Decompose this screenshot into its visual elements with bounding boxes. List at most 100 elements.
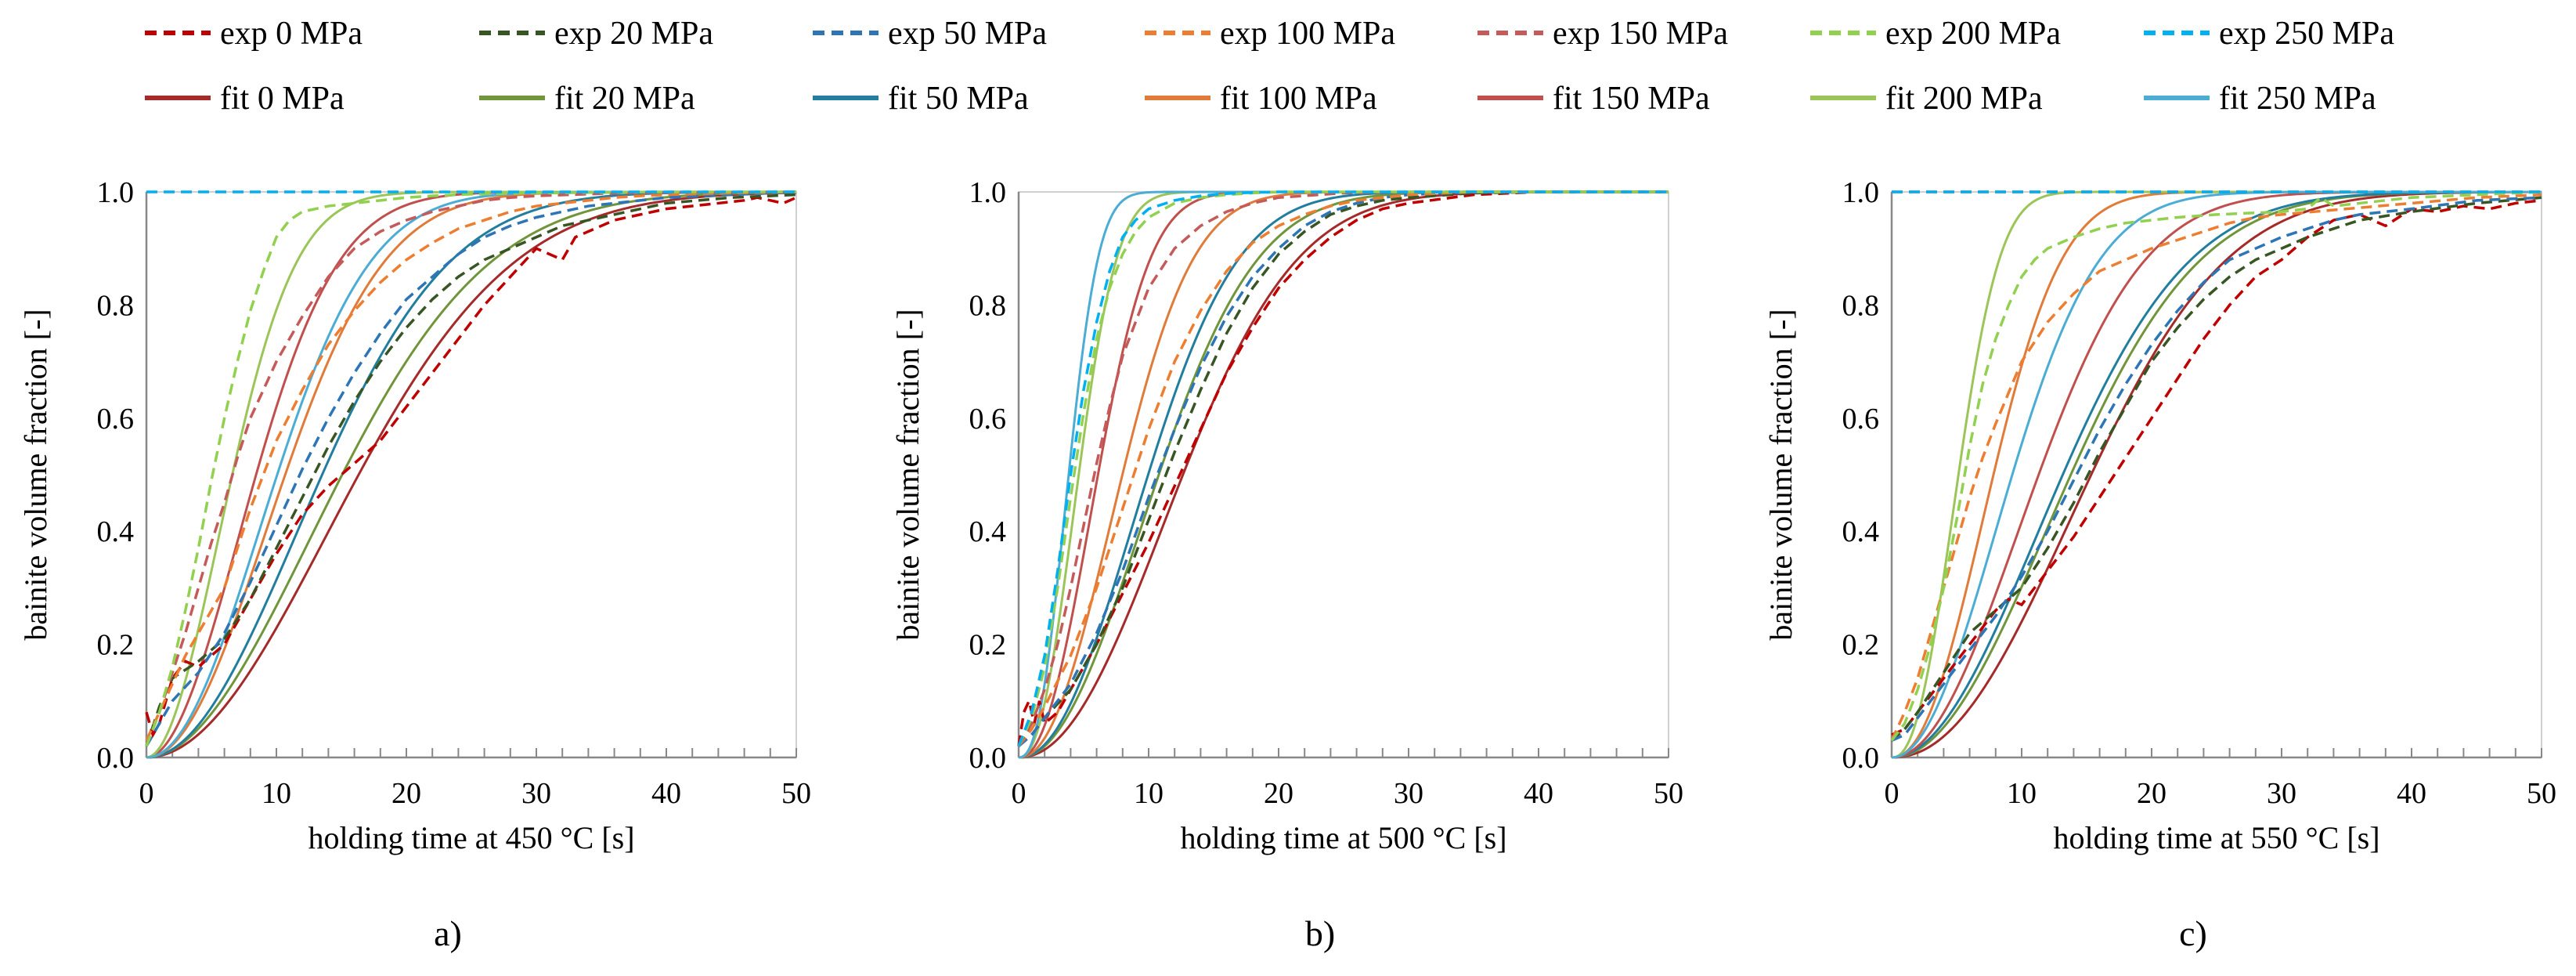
series-group: [145, 190, 797, 759]
series-fit-200-mpa: [146, 190, 796, 759]
series-fit-50-mpa: [1018, 190, 1669, 759]
legend-label: fit 20 MPa: [554, 81, 695, 117]
series-fit-50-mpa: [146, 190, 797, 759]
series-exp-200-mpa: [1017, 190, 1669, 747]
series-fit-0-mpa: [1018, 190, 1669, 759]
legend-label: exp 0 MPa: [220, 16, 363, 52]
legend-item-fit-20-mpa: fit 20 MPa: [479, 81, 695, 117]
y-tick-label: 0.6: [97, 403, 135, 436]
panel-label: c): [2179, 913, 2207, 953]
y-tick-label: 0.4: [969, 515, 1007, 548]
series-fit-50-mpa: [1891, 190, 2542, 759]
y-tick-label: 1.0: [97, 176, 135, 209]
chart-panels: 0 10 20 30 40 50 0.0 0.2 0.4 0.6 0.8 1.0 holding tim…: [18, 176, 2556, 953]
series-fit-150-mpa: [1018, 190, 1669, 759]
legend-item-fit-150-mpa: fit 150 MPa: [1477, 81, 1710, 117]
series-exp-200-mpa: [145, 190, 796, 747]
series-fit-150-mpa: [1891, 190, 2542, 759]
series-fit-150-mpa: [146, 190, 796, 759]
series-exp-200-mpa: [1890, 190, 2542, 742]
series-fit-0-mpa: [146, 191, 797, 759]
series-exp-20-mpa: [1017, 190, 1669, 747]
legend-label: exp 100 MPa: [1220, 16, 1395, 52]
series-fit-0-mpa: [1891, 190, 2542, 759]
plot-area: [1018, 191, 1669, 758]
series-group: [1017, 190, 1669, 759]
y-tick-label: 0.2: [969, 629, 1007, 662]
legend-label: exp 50 MPa: [888, 16, 1047, 52]
y-tick-label: 0.8: [97, 289, 135, 322]
x-axis-title: holding time at 550 °C [s]: [2053, 820, 2379, 855]
legend-label: exp 20 MPa: [554, 16, 713, 52]
legend-label: exp 200 MPa: [1885, 16, 2061, 52]
y-axis-title: bainite volume fraction [-]: [890, 309, 925, 640]
series-exp-50-mpa: [145, 190, 797, 747]
y-tick-label: 0.8: [1842, 289, 1880, 322]
series-exp-50-mpa: [1891, 196, 2542, 742]
x-tick-label: 10: [1134, 777, 1164, 810]
series-exp-0-mpa: [1017, 190, 1669, 746]
series-exp-20-mpa: [145, 193, 797, 747]
series-exp-100-mpa: [1890, 193, 2542, 742]
legend-label: fit 150 MPa: [1553, 81, 1710, 117]
legend-item-fit-100-mpa: fit 100 MPa: [1145, 81, 1377, 117]
y-axis-title: bainite volume fraction [-]: [1763, 309, 1799, 640]
series-exp-250-mpa: [1017, 190, 1669, 747]
x-tick-label: 10: [2007, 777, 2037, 810]
series-exp-0-mpa: [1891, 199, 2542, 736]
legend-label: exp 250 MPa: [2219, 16, 2394, 52]
panel-label: a): [434, 913, 462, 953]
series-fit-100-mpa: [1018, 190, 1669, 759]
y-tick-label: 0.4: [1842, 515, 1880, 548]
y-tick-label: 0.0: [969, 742, 1007, 775]
legend-item-exp-50-mpa: exp 50 MPa: [813, 16, 1047, 52]
y-tick-label: 1.0: [969, 176, 1007, 209]
series-exp-150-mpa: [145, 190, 797, 747]
chart-panel-a: 0 10 20 30 40 50 0.0 0.2 0.4 0.6 0.8 1.0 holding tim…: [18, 176, 811, 953]
legend-item-exp-0-mpa: exp 0 MPa: [145, 16, 363, 52]
series-exp-100-mpa: [145, 190, 797, 742]
series-fit-100-mpa: [1891, 190, 2542, 759]
x-tick-label: 10: [262, 777, 291, 810]
x-tick-label: 40: [2397, 777, 2426, 810]
legend-item-exp-250-mpa: exp 250 MPa: [2144, 16, 2394, 52]
legend-item-exp-150-mpa: exp 150 MPa: [1477, 16, 1728, 52]
series-exp-100-mpa: [1017, 190, 1669, 747]
x-tick-label: 50: [1654, 777, 1683, 810]
legend-item-fit-250-mpa: fit 250 MPa: [2144, 81, 2376, 117]
legend-item-exp-20-mpa: exp 20 MPa: [479, 16, 713, 52]
legend-item-fit-0-mpa: fit 0 MPa: [145, 81, 345, 117]
series-fit-200-mpa: [1018, 190, 1669, 759]
x-tick-label: 50: [2527, 777, 2556, 810]
series-fit-20-mpa: [1891, 190, 2542, 759]
x-tick-label: 30: [521, 777, 551, 810]
legend-label: fit 0 MPa: [220, 81, 345, 117]
legend-label: fit 100 MPa: [1220, 81, 1377, 117]
y-tick-label: 0.0: [97, 742, 135, 775]
panel-label: b): [1305, 913, 1335, 953]
y-tick-label: 0.0: [1842, 742, 1880, 775]
x-tick-label: 40: [651, 777, 681, 810]
series-exp-20-mpa: [1890, 196, 2542, 742]
legend-item-exp-200-mpa: exp 200 MPa: [1810, 16, 2061, 52]
x-tick-label: 20: [391, 777, 421, 810]
plot-area: [146, 191, 797, 758]
x-tick-label: 0: [1885, 777, 1900, 810]
chart-panel-b: 0 10 20 30 40 50 0.0 0.2 0.4 0.6 0.8 1.0 holding tim…: [890, 176, 1683, 953]
series-fit-250-mpa: [146, 190, 796, 759]
series-exp-50-mpa: [1017, 190, 1669, 747]
y-tick-label: 0.6: [1842, 403, 1880, 436]
x-tick-label: 0: [1012, 777, 1026, 810]
legend: exp 0 MPa exp 20 MPa exp 50 MPa exp 100 MPa…: [145, 16, 2394, 117]
y-tick-label: 0.4: [97, 515, 135, 548]
series-fit-250-mpa: [1018, 190, 1669, 759]
chart-panel-c: 0 10 20 30 40 50 0.0 0.2 0.4 0.6 0.8 1.0 holding tim…: [1763, 176, 2556, 953]
x-tick-label: 30: [1394, 777, 1423, 810]
y-tick-label: 0.6: [969, 403, 1007, 436]
legend-item-exp-100-mpa: exp 100 MPa: [1145, 16, 1395, 52]
x-tick-label: 20: [2137, 777, 2167, 810]
y-tick-label: 0.2: [97, 629, 135, 662]
y-tick-label: 0.8: [969, 289, 1007, 322]
series-fit-20-mpa: [146, 191, 797, 759]
